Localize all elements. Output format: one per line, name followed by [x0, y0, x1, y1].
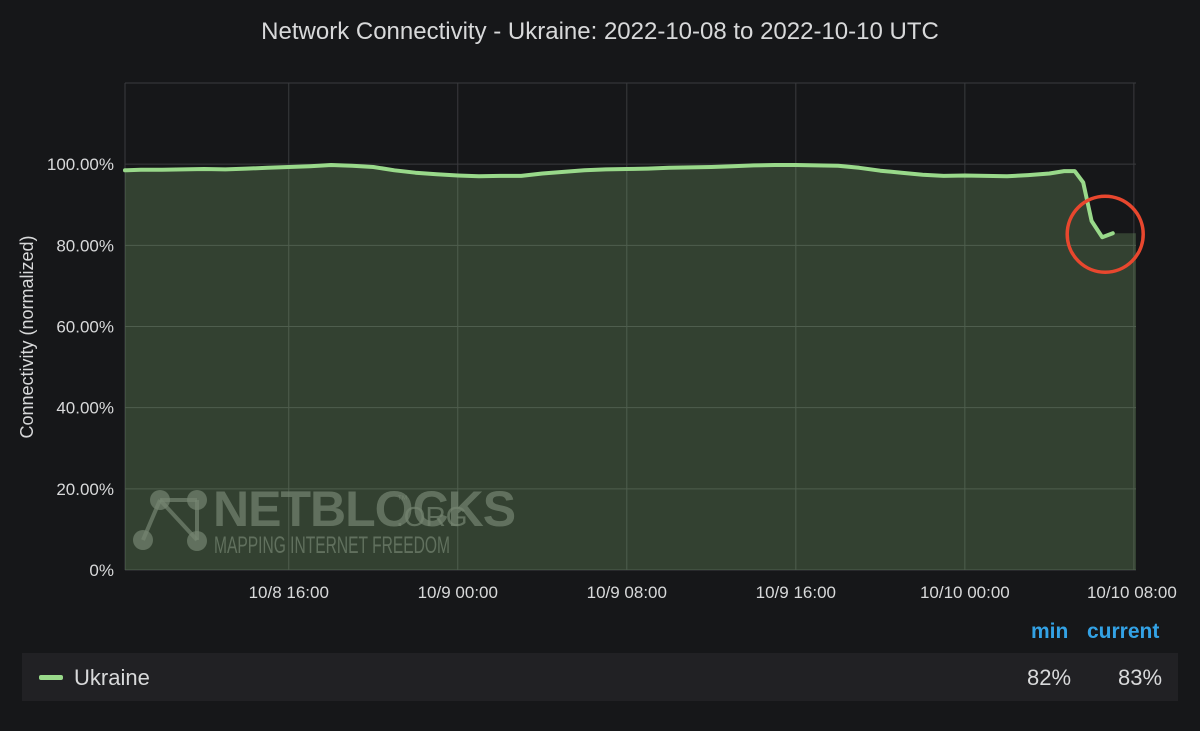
y-axis-ticks: 0% 20.00% 40.00% 60.00% 80.00% 100.00%	[47, 155, 114, 580]
y-tick-label: 80.00%	[56, 236, 114, 255]
chart-title: Network Connectivity - Ukraine: 2022-10-…	[261, 18, 939, 45]
x-tick-label: 10/9 16:00	[756, 583, 836, 602]
x-tick-label: 10/10 08:00	[1087, 583, 1177, 602]
legend-current-header[interactable]: current	[1087, 620, 1160, 643]
y-axis-label: Connectivity (normalized)	[17, 235, 37, 438]
x-tick-label: 10/10 00:00	[920, 583, 1010, 602]
y-tick-label: 60.00%	[56, 318, 114, 337]
connectivity-chart: NETBLOCKS ™ .ORG MAPPING INTERNET FREEDO…	[17, 82, 1177, 602]
series-line-ukraine	[123, 163, 1115, 240]
y-tick-label: 100.00%	[47, 155, 114, 174]
drop-highlight-circle	[1065, 194, 1145, 274]
y-tick-label: 40.00%	[56, 399, 114, 418]
x-axis-ticks: 10/8 16:00 10/9 00:00 10/9 08:00 10/9 16:00…	[249, 583, 1177, 602]
legend-row-ukraine[interactable]: Ukraine 82% 83%	[22, 653, 1178, 701]
legend-series-name[interactable]: Ukraine	[74, 665, 150, 690]
legend-min-value: 82%	[1027, 665, 1072, 690]
watermark-tagline: MAPPING INTERNET FREEDOM	[214, 532, 450, 559]
grid	[124, 82, 1136, 571]
watermark-brand: NETBLOCKS	[213, 481, 515, 537]
x-tick-label: 10/9 00:00	[418, 583, 498, 602]
netblocks-logo-icon	[133, 490, 207, 551]
series-area-ukraine	[125, 165, 1136, 570]
legend-color-swatch	[39, 675, 63, 680]
watermark-suffix: .ORG	[396, 501, 468, 532]
legend-min-header[interactable]: min	[1031, 620, 1069, 643]
x-tick-label: 10/8 16:00	[249, 583, 329, 602]
x-tick-label: 10/9 08:00	[587, 583, 667, 602]
legend-current-value: 83%	[1118, 665, 1163, 690]
y-tick-label: 0%	[89, 561, 114, 580]
watermark-tm: ™	[397, 494, 408, 506]
netblocks-watermark: NETBLOCKS ™ .ORG MAPPING INTERNET FREEDO…	[133, 481, 516, 559]
y-tick-label: 20.00%	[56, 480, 114, 499]
